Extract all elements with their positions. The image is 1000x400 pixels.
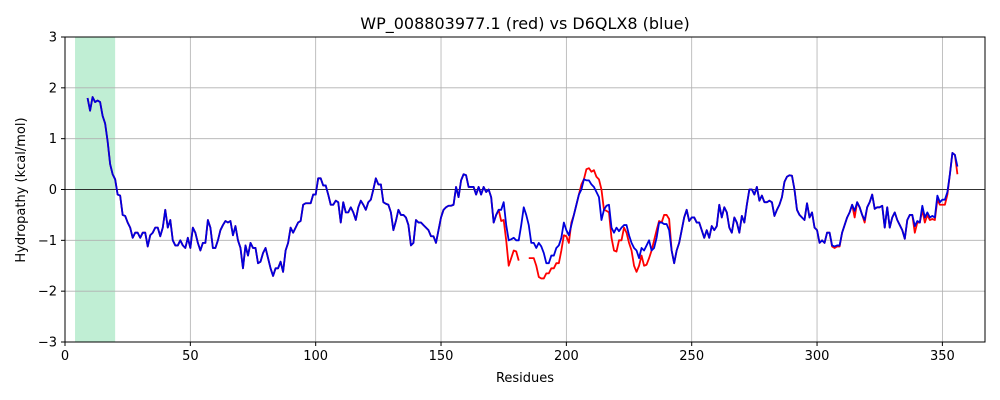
y-tick-label: 3 <box>49 31 57 46</box>
x-tick-label: 50 <box>182 349 199 364</box>
y-tick-label: 1 <box>49 132 57 147</box>
chart-title: WP_008803977.1 (red) vs D6QLX8 (blue) <box>360 14 689 34</box>
tick-layer: 0 50 100 150 200 250 300 350 −3 −2 −1 0 1 2 3 <box>38 31 955 365</box>
y-tick-label: 2 <box>49 81 57 96</box>
x-tick-label: 200 <box>554 349 579 364</box>
x-tick-label: 300 <box>805 349 830 364</box>
y-tick-label: −2 <box>38 285 57 300</box>
series-layer <box>86 96 959 280</box>
x-tick-label: 150 <box>429 349 454 364</box>
x-tick-label: 0 <box>61 349 69 364</box>
x-tick-label: 350 <box>930 349 955 364</box>
x-tick-label: 100 <box>303 349 328 364</box>
y-tick-label: −3 <box>38 336 57 351</box>
series-line-blue <box>86 96 959 277</box>
y-tick-label: −1 <box>38 234 57 249</box>
x-axis-title: Residues <box>496 371 554 386</box>
y-axis-title: Hydropathy (kcal/mol) <box>14 117 29 262</box>
x-tick-label: 250 <box>679 349 704 364</box>
y-tick-label: 0 <box>49 183 57 198</box>
